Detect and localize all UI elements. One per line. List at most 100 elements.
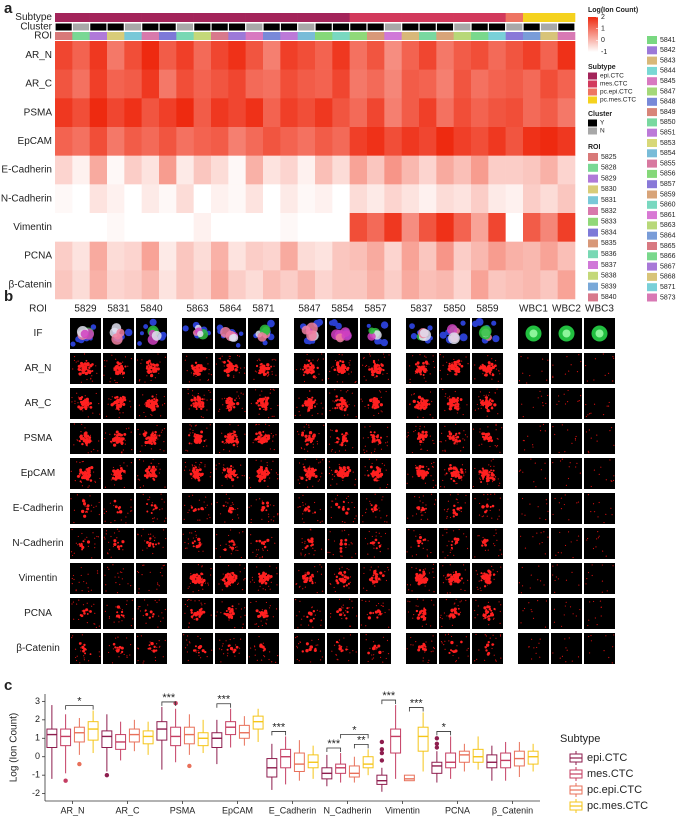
heat-cell <box>367 213 385 242</box>
dot <box>447 574 450 577</box>
significance-label: * <box>442 721 447 733</box>
dot <box>490 439 493 442</box>
heat-cell <box>384 184 402 213</box>
dot <box>318 480 319 481</box>
dot <box>208 584 209 585</box>
dot <box>433 462 434 463</box>
dot <box>114 380 115 381</box>
heat-cell <box>124 98 142 127</box>
dot <box>204 395 205 396</box>
dot <box>85 395 86 396</box>
legend-swatch <box>588 185 598 193</box>
heat-cell <box>298 41 316 70</box>
dot <box>267 465 268 466</box>
dot <box>387 441 388 442</box>
cluster-cell <box>350 24 366 31</box>
dot <box>369 531 370 532</box>
dot <box>255 402 258 405</box>
dot <box>447 435 449 437</box>
legend-swatch <box>647 211 657 219</box>
nucleus <box>381 321 388 328</box>
dot <box>234 368 237 371</box>
dot <box>107 567 108 568</box>
dot <box>588 452 589 453</box>
dot <box>479 580 480 581</box>
dot <box>484 473 487 476</box>
heat-cell <box>55 213 73 242</box>
dot <box>354 518 355 519</box>
dot <box>477 574 478 575</box>
roi-cell <box>454 32 472 40</box>
dot <box>606 479 607 480</box>
dot <box>236 546 237 547</box>
box <box>294 753 304 771</box>
dot <box>478 473 479 474</box>
dot <box>591 486 592 487</box>
dot <box>301 432 304 435</box>
heat-cell <box>263 270 281 299</box>
image-cell <box>551 458 582 489</box>
dot <box>587 380 588 381</box>
dot <box>250 581 251 582</box>
image-cell <box>551 388 582 419</box>
dot <box>263 435 265 437</box>
dot <box>499 509 500 510</box>
dot <box>242 475 243 476</box>
y-axis-title: Log (Ion Count) <box>9 713 20 783</box>
dot <box>154 517 155 518</box>
colorbar-tick-label: 1 <box>601 26 605 33</box>
dot <box>454 468 457 471</box>
dot <box>520 536 521 537</box>
dot <box>609 459 610 460</box>
dot <box>363 449 364 450</box>
dot <box>593 503 594 504</box>
heat-cell <box>436 70 454 99</box>
dot <box>387 567 388 568</box>
subtype-cell <box>142 13 160 22</box>
dot <box>340 390 341 391</box>
dot <box>440 486 441 487</box>
dot <box>159 585 160 586</box>
legend-swatch <box>647 294 657 302</box>
dot <box>153 546 155 548</box>
dot <box>343 580 346 583</box>
dot <box>367 404 369 406</box>
dot <box>342 507 345 510</box>
dot <box>88 587 89 588</box>
legend-label: epi.CTC <box>587 752 627 764</box>
dot <box>236 366 238 368</box>
dot <box>265 467 268 470</box>
roi-cell <box>142 32 160 40</box>
dot <box>444 469 445 470</box>
dot <box>442 551 443 552</box>
dot <box>71 397 72 398</box>
dot <box>275 434 276 435</box>
dot <box>191 425 192 426</box>
dot <box>306 424 307 425</box>
dot <box>200 369 203 372</box>
dot <box>146 547 147 548</box>
legend-swatch <box>588 218 598 226</box>
dot <box>117 542 119 544</box>
dot <box>433 564 434 565</box>
dot <box>300 415 301 416</box>
dot <box>273 359 274 360</box>
box <box>432 762 442 773</box>
dot <box>262 502 265 505</box>
dot <box>374 556 375 557</box>
heat-cell <box>558 127 576 156</box>
dot <box>425 504 426 505</box>
legend-label: 5834 <box>601 229 617 236</box>
dot <box>487 355 488 356</box>
heat-cell <box>471 156 489 185</box>
heat-cell <box>107 213 125 242</box>
dot <box>457 405 460 408</box>
dot <box>367 474 369 476</box>
dot <box>97 573 98 574</box>
heat-cell <box>159 98 177 127</box>
dot <box>420 512 421 513</box>
outlier <box>105 773 109 777</box>
heat-cell <box>124 213 142 242</box>
dot <box>430 435 431 436</box>
cell-blob <box>197 331 203 337</box>
